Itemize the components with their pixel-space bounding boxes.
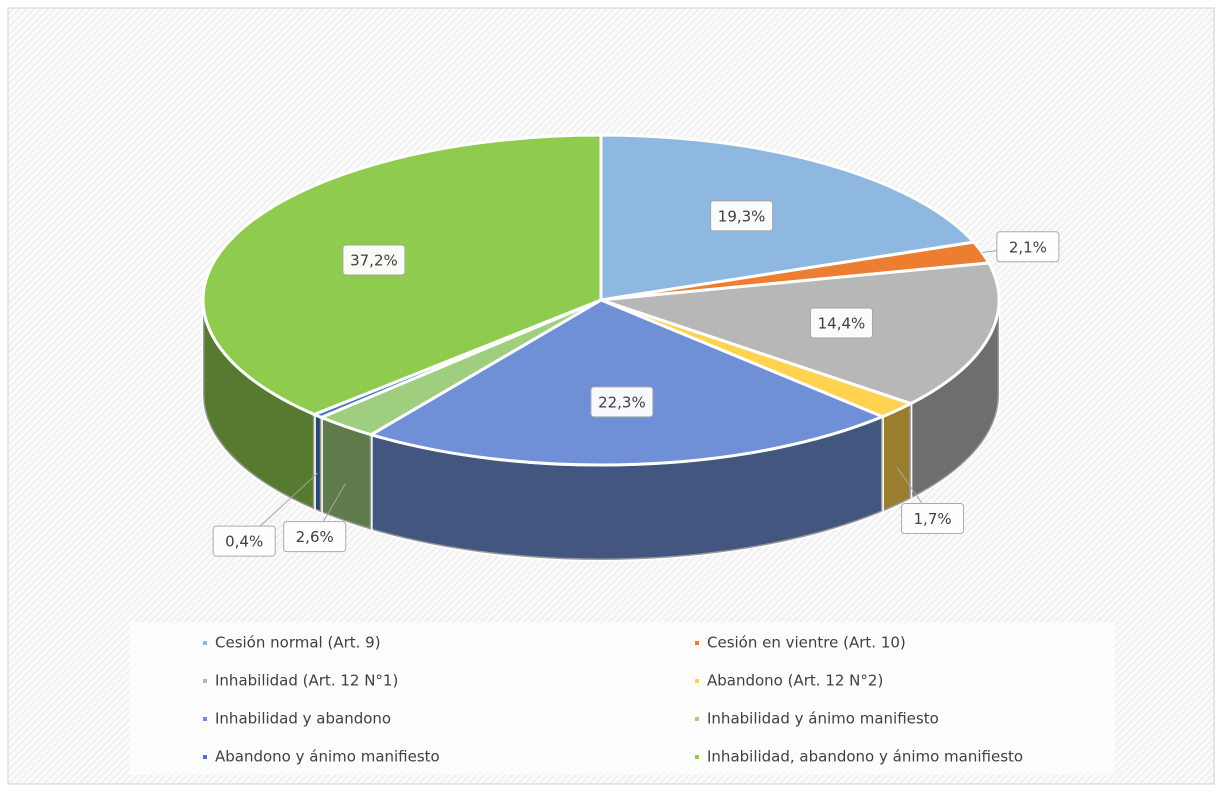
legend-marker <box>203 641 207 645</box>
legend-background <box>130 622 1115 775</box>
data-label: 0,4% <box>225 533 263 551</box>
slice-side-shade <box>882 403 911 512</box>
slice <box>599 133 977 302</box>
data-label-box <box>212 525 276 557</box>
slice <box>367 298 887 467</box>
legend-label: Cesión normal (Art. 9) <box>215 634 381 652</box>
data-label: 2,6% <box>296 528 334 546</box>
legend-label: Inhabilidad, abandono y ánimo manifiesto <box>707 748 1023 766</box>
data-label: 1,7% <box>914 510 952 528</box>
slice-side-shade <box>321 417 372 530</box>
legend-label: Inhabilidad (Art. 12 N°1) <box>215 672 398 690</box>
slice-side-shade <box>314 414 322 513</box>
slice-side-shade <box>910 300 999 499</box>
legend-label: Inhabilidad y abandono <box>215 710 391 728</box>
slice-side-shade <box>203 300 315 510</box>
legend-label: Inhabilidad y ánimo manifiesto <box>707 710 939 728</box>
legend-marker <box>203 717 207 721</box>
legend-marker <box>695 679 699 683</box>
data-label-box <box>342 244 406 276</box>
data-label-box <box>710 200 774 232</box>
data-label: 22,3% <box>598 393 646 411</box>
data-label: 14,4% <box>818 314 866 332</box>
data-label-box <box>901 503 965 535</box>
data-label-box <box>809 307 873 339</box>
data-label-box <box>996 231 1060 263</box>
legend-marker <box>695 717 699 721</box>
data-label-box <box>590 386 654 418</box>
data-label-box <box>283 521 347 553</box>
legend-marker <box>695 641 699 645</box>
legend-marker <box>203 679 207 683</box>
data-label: 37,2% <box>350 251 398 269</box>
legend-label: Cesión en vientre (Art. 10) <box>707 634 906 652</box>
legend-label: Abandono y ánimo manifiesto <box>215 748 440 766</box>
legend-marker <box>695 755 699 759</box>
legend-marker <box>203 755 207 759</box>
data-label: 19,3% <box>718 207 766 225</box>
slice <box>600 261 1001 406</box>
data-label: 2,1% <box>1009 238 1047 256</box>
legend-label: Abandono (Art. 12 N°2) <box>707 672 883 690</box>
